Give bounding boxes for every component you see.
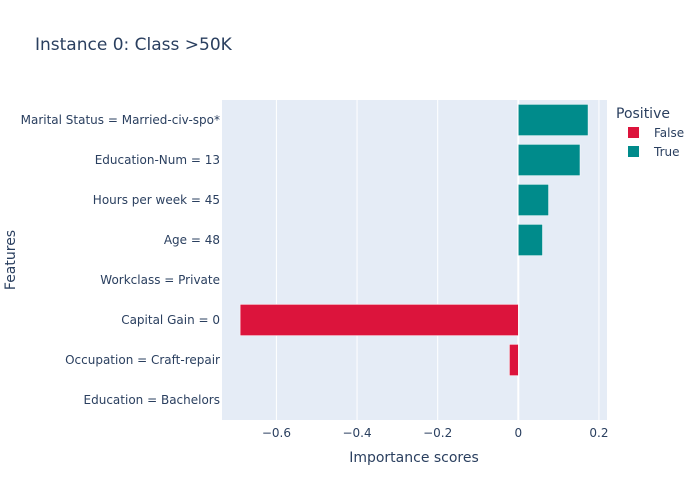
bar-5: [239, 304, 519, 336]
bar-0: [518, 104, 589, 136]
y-tick-label: Hours per week = 45: [93, 193, 220, 207]
bar-3: [518, 224, 543, 256]
chart-title: Instance 0: Class >50K: [35, 35, 233, 55]
x-tick-label: −0.6: [262, 426, 291, 440]
legend-swatch-true: [628, 146, 639, 157]
legend: Positive False True: [616, 106, 684, 159]
y-tick-label: Marital Status = Married-civ-spo*: [21, 113, 220, 127]
y-tick-label: Workclass = Private: [100, 273, 220, 287]
x-tick-label: −0.4: [342, 426, 371, 440]
x-tick-labels: −0.6 −0.4 −0.2 0 0.2: [262, 426, 609, 440]
bar-6: [509, 344, 519, 376]
x-tick-label: 0: [514, 426, 522, 440]
y-tick-labels: Marital Status = Married-civ-spo* Educati…: [21, 113, 220, 407]
bars: [239, 104, 589, 376]
y-tick-label: Age = 48: [164, 233, 220, 247]
bar-2: [518, 184, 549, 216]
y-tick-label: Capital Gain = 0: [121, 313, 220, 327]
y-tick-label: Occupation = Craft-repair: [65, 353, 220, 367]
legend-swatch-false: [628, 127, 639, 138]
x-tick-label: −0.2: [423, 426, 452, 440]
y-axis-title: Features: [3, 230, 19, 290]
x-tick-label: 0.2: [589, 426, 608, 440]
x-axis-title: Importance scores: [349, 450, 479, 466]
legend-label-true: True: [653, 145, 680, 159]
y-tick-label: Education = Bachelors: [84, 393, 220, 407]
legend-label-false: False: [654, 126, 684, 140]
y-tick-label: Education-Num = 13: [95, 153, 220, 167]
bar-1: [518, 144, 581, 176]
legend-title: Positive: [616, 106, 670, 122]
